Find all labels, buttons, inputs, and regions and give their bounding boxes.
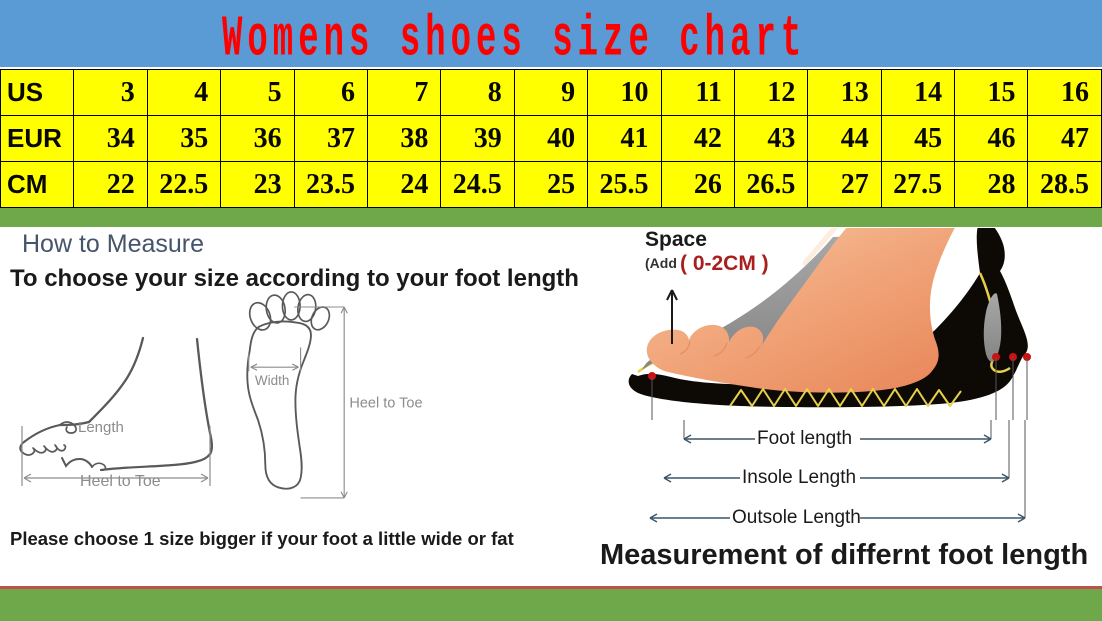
svg-text:Space: Space (645, 228, 707, 251)
svg-text:( 0-2CM ): ( 0-2CM ) (680, 252, 769, 275)
svg-text:Heel to Toe: Heel to Toe (80, 473, 161, 490)
svg-text:Insole Length: Insole Length (742, 467, 856, 488)
svg-text:(Add: (Add (645, 255, 677, 271)
svg-text:Length: Length (78, 419, 124, 436)
svg-text:Outsole Length: Outsole Length (732, 507, 861, 528)
svg-text:Foot length: Foot length (757, 428, 852, 449)
svg-text:Heel to Toe: Heel to Toe (349, 396, 422, 412)
svg-text:Width: Width (255, 373, 289, 388)
